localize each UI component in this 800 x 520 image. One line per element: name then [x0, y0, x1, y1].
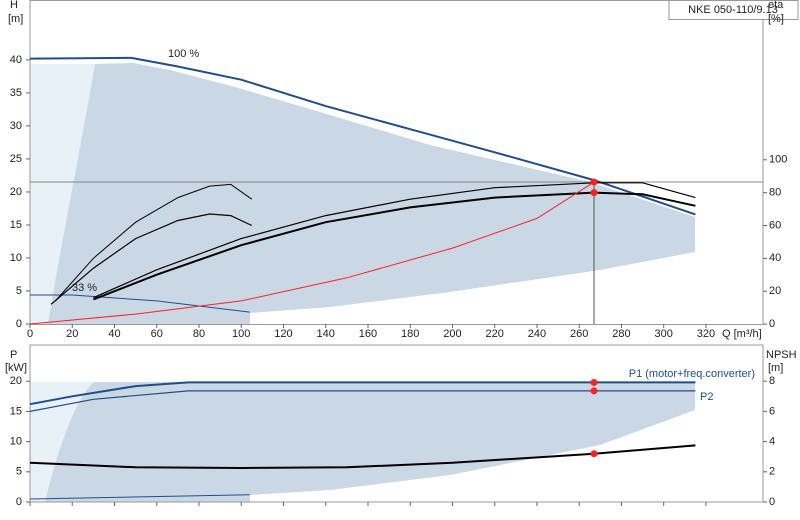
range-area	[30, 382, 95, 502]
y-tick-label: 40	[10, 54, 22, 66]
plot-frame	[29, 344, 764, 503]
y2-tick-label: 0	[769, 496, 775, 508]
y-tick-label: 25	[10, 153, 22, 165]
range-area	[45, 382, 695, 502]
x-tick-label: 80	[193, 328, 205, 340]
x-tick-label: 140	[317, 328, 335, 340]
model-label: NKE 050-110/9.13	[688, 4, 778, 16]
x-tick-label: 280	[612, 328, 630, 340]
curve	[29, 181, 595, 325]
x-tick-label: 160	[359, 328, 377, 340]
curve	[29, 381, 696, 406]
duty-point	[590, 378, 598, 386]
y2-tick-label: 6	[769, 405, 775, 417]
y-tick-label: 10	[10, 252, 22, 264]
x-tick-label: 320	[697, 328, 715, 340]
duty-point	[590, 450, 598, 458]
y2-axis-unit: [%]	[768, 13, 784, 25]
x-tick-label: 60	[151, 328, 163, 340]
x-tick-label: 100	[232, 328, 250, 340]
curve	[93, 182, 696, 299]
y-tick-label: 5	[16, 466, 22, 478]
x-tick-label: 20	[66, 328, 78, 340]
x-tick-label: 180	[401, 328, 419, 340]
y-tick-label: 15	[10, 219, 22, 231]
x-axis-label: Q [m³/h]	[722, 328, 762, 340]
legend-label: P2	[700, 391, 713, 403]
x-tick-label: 0	[27, 328, 33, 340]
range-area	[30, 64, 95, 324]
curve	[54, 183, 253, 302]
y2-tick-label: 0	[769, 318, 775, 330]
x-tick-label: 300	[655, 328, 673, 340]
y-axis-label: H	[10, 0, 18, 11]
duty-point	[590, 189, 598, 197]
curve	[29, 56, 696, 216]
y-axis-unit: [kW]	[5, 362, 27, 374]
x-tick-label: 260	[570, 328, 588, 340]
y-tick-label: 35	[10, 87, 22, 99]
y2-tick-label: 100	[769, 154, 787, 166]
x-tick-label: 220	[486, 328, 504, 340]
x-tick-label: 40	[108, 328, 120, 340]
range-area	[48, 63, 695, 324]
plot-frame	[29, 0, 764, 325]
y2-axis-label: eta	[768, 0, 784, 11]
y2-axis-label: NPSH	[766, 349, 797, 361]
y2-tick-label: 60	[769, 219, 781, 231]
y-axis-unit: [m]	[8, 13, 23, 25]
y-tick-label: 20	[10, 186, 22, 198]
legend-label: P1 (motor+freq.converter)	[629, 368, 755, 380]
y-tick-label: 0	[16, 496, 22, 508]
y2-tick-label: 20	[769, 285, 781, 297]
curve	[29, 390, 696, 412]
curve	[50, 213, 253, 305]
y-tick-label: 15	[10, 405, 22, 417]
duty-point	[590, 178, 598, 186]
curve	[93, 191, 696, 301]
y2-axis-unit: [m]	[768, 362, 783, 374]
y-axis-label: P	[10, 349, 17, 361]
y-tick-label: 30	[10, 120, 22, 132]
x-tick-label: 120	[274, 328, 292, 340]
y-tick-label: 20	[10, 375, 22, 387]
y2-tick-label: 80	[769, 187, 781, 199]
annotation: 33 %	[72, 282, 97, 294]
model-box	[668, 0, 799, 20]
x-tick-label: 200	[443, 328, 461, 340]
y2-tick-label: 40	[769, 252, 781, 264]
x-tick-label: 240	[528, 328, 546, 340]
duty-point	[590, 387, 598, 395]
y-tick-label: 10	[10, 436, 22, 448]
y2-tick-label: 4	[769, 436, 775, 448]
curve	[29, 494, 250, 500]
y-tick-label: 5	[16, 285, 22, 297]
y2-tick-label: 2	[769, 466, 775, 478]
y-tick-label: 0	[16, 318, 22, 330]
curve	[30, 294, 250, 313]
y2-tick-label: 8	[769, 375, 775, 387]
annotation: 100 %	[168, 48, 199, 60]
